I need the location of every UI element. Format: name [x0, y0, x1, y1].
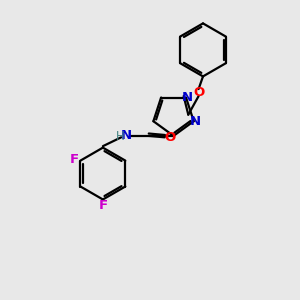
- Text: N: N: [121, 129, 132, 142]
- Text: O: O: [193, 86, 204, 99]
- Text: N: N: [190, 115, 201, 128]
- Text: H: H: [116, 130, 124, 143]
- Text: O: O: [164, 131, 175, 144]
- Text: F: F: [69, 153, 79, 166]
- Text: F: F: [98, 200, 107, 212]
- Text: N: N: [181, 91, 193, 104]
